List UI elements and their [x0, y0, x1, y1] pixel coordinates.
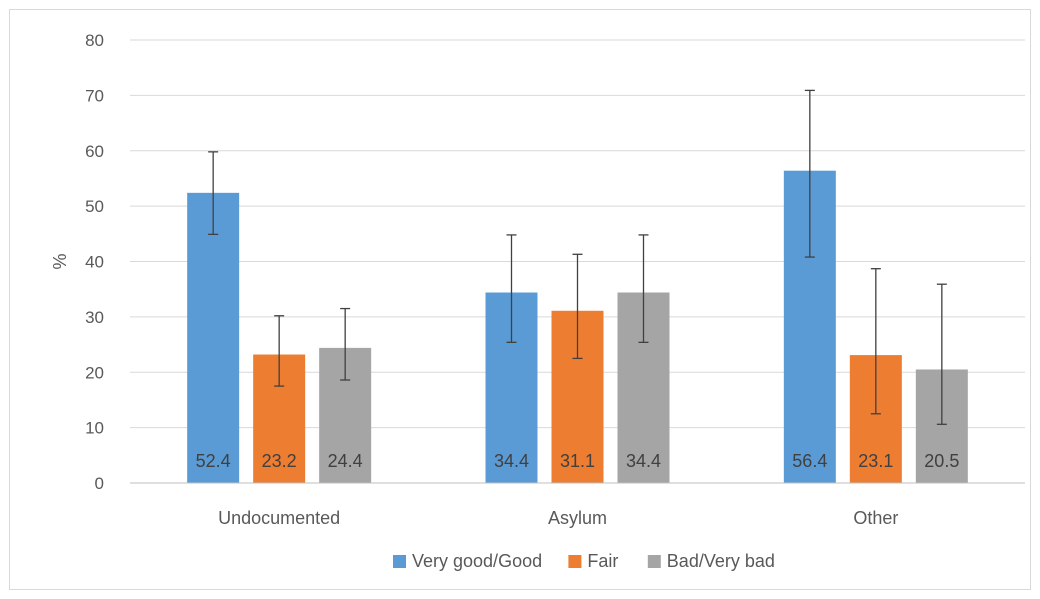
data-label: 31.1	[560, 451, 595, 471]
data-label: 52.4	[196, 451, 231, 471]
legend-swatch	[393, 555, 406, 568]
error-bar	[572, 253, 583, 360]
legend-item: Bad/Very bad	[647, 551, 775, 571]
data-label: 34.4	[626, 451, 661, 471]
data-labels: 52.4 23.2 24.4 34.4 31.1 34.4 56.4 23.1 20.5	[196, 451, 960, 471]
y-tick-label: 20	[85, 363, 104, 382]
y-axis-ticks: 0 10 20 30 40 50 60 70 80	[85, 31, 104, 493]
category-label: Asylum	[548, 508, 607, 528]
legend-item: Very good/Good	[393, 551, 542, 571]
legend-item: Fair	[568, 551, 618, 571]
legend-label: Very good/Good	[412, 551, 542, 571]
legend: Very good/Good Fair Bad/Very bad	[393, 551, 775, 571]
error-bar	[638, 234, 649, 343]
chart-frame	[9, 9, 1031, 590]
legend-swatch	[647, 555, 661, 568]
legend-label: Bad/Very bad	[667, 551, 775, 571]
error-bar	[274, 315, 285, 387]
category-label: Undocumented	[218, 508, 340, 528]
y-tick-label: 10	[85, 419, 104, 438]
error-bar	[340, 307, 351, 381]
error-bar	[506, 234, 517, 343]
data-label: 34.4	[494, 451, 529, 471]
legend-swatch	[568, 555, 582, 568]
data-label: 56.4	[792, 451, 827, 471]
y-tick-label: 50	[85, 197, 104, 216]
error-bars	[208, 89, 947, 425]
y-tick-label: 70	[85, 86, 104, 105]
error-bar	[936, 283, 947, 425]
category-labels: Undocumented Asylum Other	[218, 508, 898, 528]
error-bar	[208, 151, 219, 236]
data-label: 20.5	[924, 451, 959, 471]
legend-label: Fair	[587, 551, 618, 571]
y-tick-label: 60	[85, 142, 104, 161]
category-label: Other	[853, 508, 898, 528]
y-axis-label: %	[50, 253, 70, 269]
error-bar	[870, 268, 881, 415]
y-tick-label: 40	[85, 253, 104, 272]
error-bar	[804, 89, 815, 258]
data-label: 23.2	[262, 451, 297, 471]
data-label: 24.4	[328, 451, 363, 471]
y-tick-label: 30	[85, 308, 104, 327]
y-tick-label: 80	[85, 31, 104, 50]
data-label: 23.1	[858, 451, 893, 471]
bar-very-good-good-undocumented	[187, 192, 240, 483]
y-tick-label: 0	[95, 474, 104, 493]
